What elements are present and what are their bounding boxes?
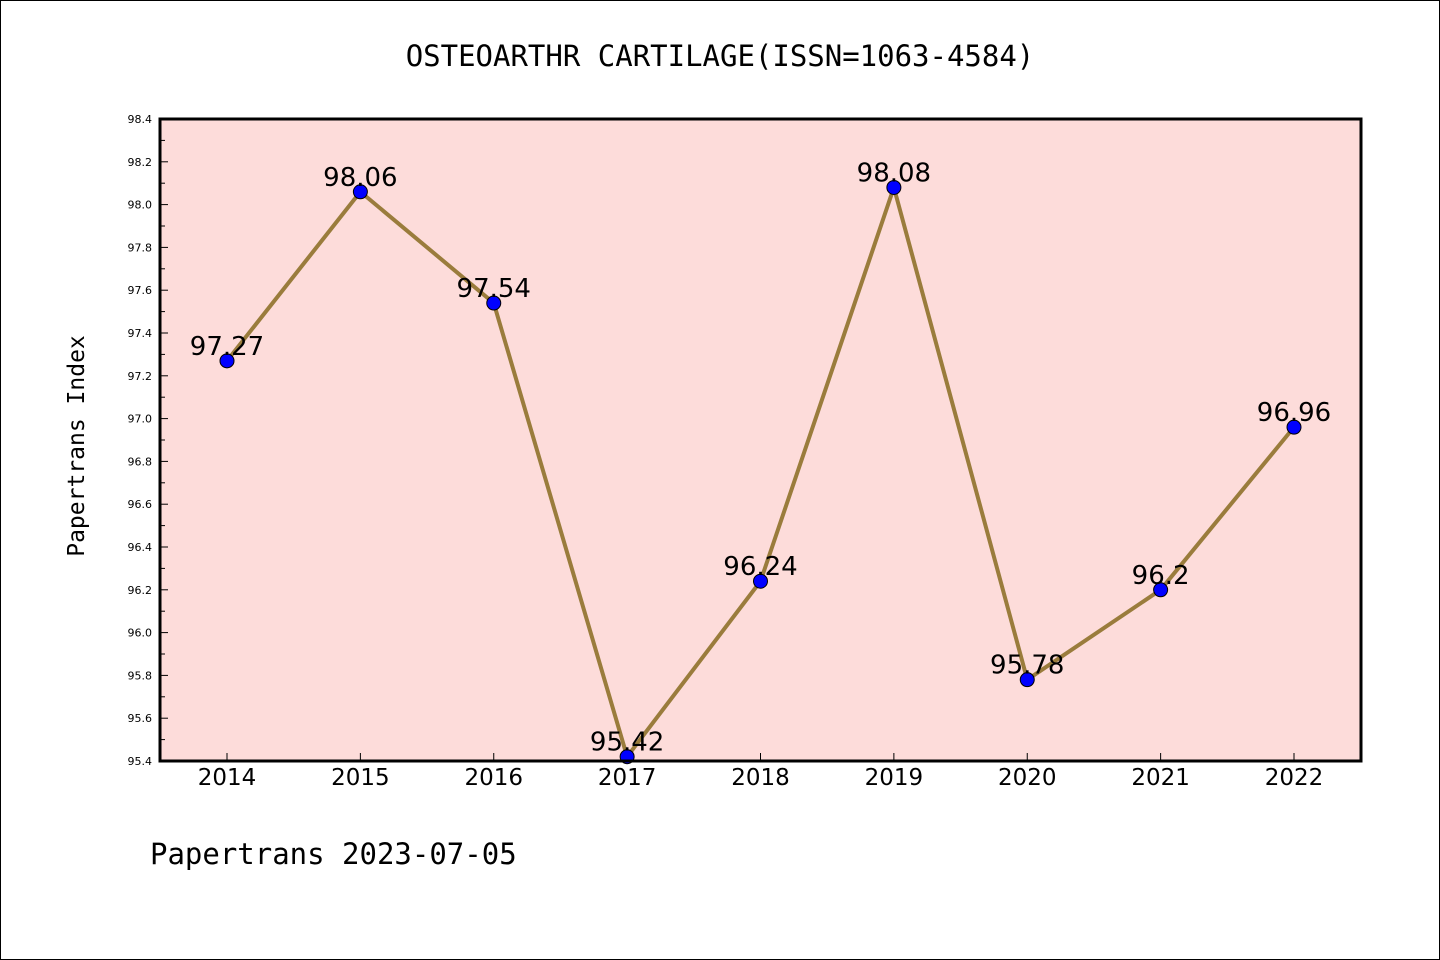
data-point-2021 [1153, 582, 1169, 598]
data-label-2018: 96.24 [723, 552, 797, 582]
plot-border [158, 117, 1363, 763]
y-tick-label: 96.6 [128, 498, 153, 511]
y-tick-label: 97.0 [128, 413, 153, 426]
data-point-2016 [486, 295, 502, 311]
y-tick-label: 98.0 [128, 199, 153, 212]
data-point-2014 [219, 353, 235, 369]
chart-title: OSTEOARTHR CARTILAGE(ISSN=1063-4584) [406, 39, 1035, 73]
data-label-2021: 96.2 [1132, 561, 1190, 591]
y-tick-label: 96.0 [128, 627, 153, 640]
x-tick-label: 2022 [1265, 765, 1324, 791]
data-point-2018 [753, 573, 768, 589]
x-tick-label: 2018 [731, 765, 790, 791]
data-label-2019: 98.08 [857, 158, 931, 188]
y-tick-label: 97.6 [128, 284, 153, 297]
y-tick-label: 97.8 [128, 241, 153, 254]
data-point-2020 [1019, 672, 1035, 688]
y-tick-label: 98.4 [128, 113, 153, 126]
y-axis-label: Papertrans Index [64, 335, 90, 557]
x-axis: 2014 2015 2016 2017 2018 2019 2020 2021 2022 [198, 753, 1324, 791]
footer-source-date: Papertrans 2023-07-05 [150, 837, 517, 871]
data-points [219, 179, 1302, 765]
data-point-2015 [352, 184, 368, 200]
y-tick-label: 97.2 [128, 370, 153, 383]
data-point-2022 [1286, 419, 1302, 435]
data-label-2016: 97.54 [457, 274, 531, 304]
data-label-2017: 95.42 [590, 728, 664, 758]
y-tick-label: 95.8 [128, 669, 153, 682]
x-tick-label: 2015 [331, 765, 390, 791]
y-tick-label: 96.2 [128, 584, 153, 597]
data-labels: 97.27 98.06 97.54 95.42 96.24 98.08 95.78 96.2 9… [190, 158, 1331, 757]
x-tick-label: 2017 [598, 765, 657, 791]
plot-area [160, 119, 1361, 761]
x-tick-label: 2021 [1131, 765, 1190, 791]
data-label-2015: 98.06 [323, 163, 397, 193]
x-tick-label: 2019 [865, 765, 924, 791]
y-tick-label: 95.4 [128, 755, 153, 768]
x-tick-label: 2014 [198, 765, 257, 791]
y-axis: 95.4 95.6 95.8 96.0 96.2 96.4 96.6 96.8 97.0 97.2… [128, 113, 168, 768]
data-label-2020: 95.78 [990, 651, 1064, 681]
y-tick-label: 96.4 [128, 541, 153, 554]
data-point-2019 [886, 179, 902, 195]
data-label-2022: 96.96 [1257, 398, 1331, 428]
y-tick-label: 95.6 [128, 712, 153, 725]
data-label-2014: 97.27 [190, 332, 264, 362]
x-tick-label: 2020 [998, 765, 1057, 791]
x-tick-label: 2016 [464, 765, 523, 791]
y-tick-label: 98.2 [128, 156, 153, 169]
y-tick-label: 96.8 [128, 455, 153, 468]
y-tick-label: 97.4 [128, 327, 153, 340]
